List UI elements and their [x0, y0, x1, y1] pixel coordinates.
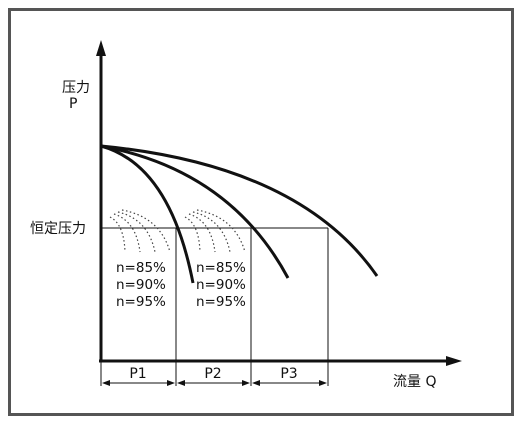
segment-p2: P2 — [177, 366, 250, 386]
efficiency-arc — [196, 209, 246, 253]
pump-curve-2 — [100, 144, 290, 279]
efficiency-arcs-group-1 — [109, 209, 171, 253]
efficiency-label: n=95% — [116, 294, 166, 310]
segment-p1-label: P1 — [129, 366, 146, 382]
efficiency-label: n=90% — [116, 277, 166, 293]
y-axis-label-cn: 压力 — [62, 80, 90, 96]
efficiency-label: n=85% — [196, 260, 246, 276]
pump-curve-3 — [100, 144, 379, 277]
y-axis-label-sym: P — [69, 96, 77, 112]
segment-p1: P1 — [102, 366, 175, 386]
segment-p1-arrow-left — [102, 380, 110, 386]
efficiency-arcs-group-2 — [184, 209, 246, 253]
y-axis-arrow — [96, 40, 106, 56]
segment-p2-arrow-left — [177, 380, 185, 386]
efficiency-label: n=95% — [196, 294, 246, 310]
efficiency-arc — [121, 209, 171, 253]
efficiency-arc — [109, 216, 126, 253]
segment-p1-arrow-right — [167, 380, 175, 386]
efficiency-arc — [192, 211, 231, 253]
efficiency-arc — [117, 211, 156, 253]
pump-curve-1 — [100, 144, 195, 284]
efficiency-arc — [184, 216, 201, 253]
segment-p3: P3 — [252, 366, 327, 386]
outer-frame — [8, 8, 514, 416]
segment-p3-label: P3 — [280, 366, 297, 382]
efficiency-label: n=90% — [196, 277, 246, 293]
segment-p3-arrow-left — [252, 380, 260, 386]
segment-p2-label: P2 — [204, 366, 221, 382]
segment-p2-arrow-right — [242, 380, 250, 386]
x-axis-arrow — [446, 356, 462, 366]
x-axis-label: 流量 Q — [393, 374, 436, 390]
segment-p3-arrow-right — [319, 380, 327, 386]
efficiency-label: n=85% — [116, 260, 166, 276]
constant-pressure-label: 恒定压力 — [30, 221, 86, 237]
